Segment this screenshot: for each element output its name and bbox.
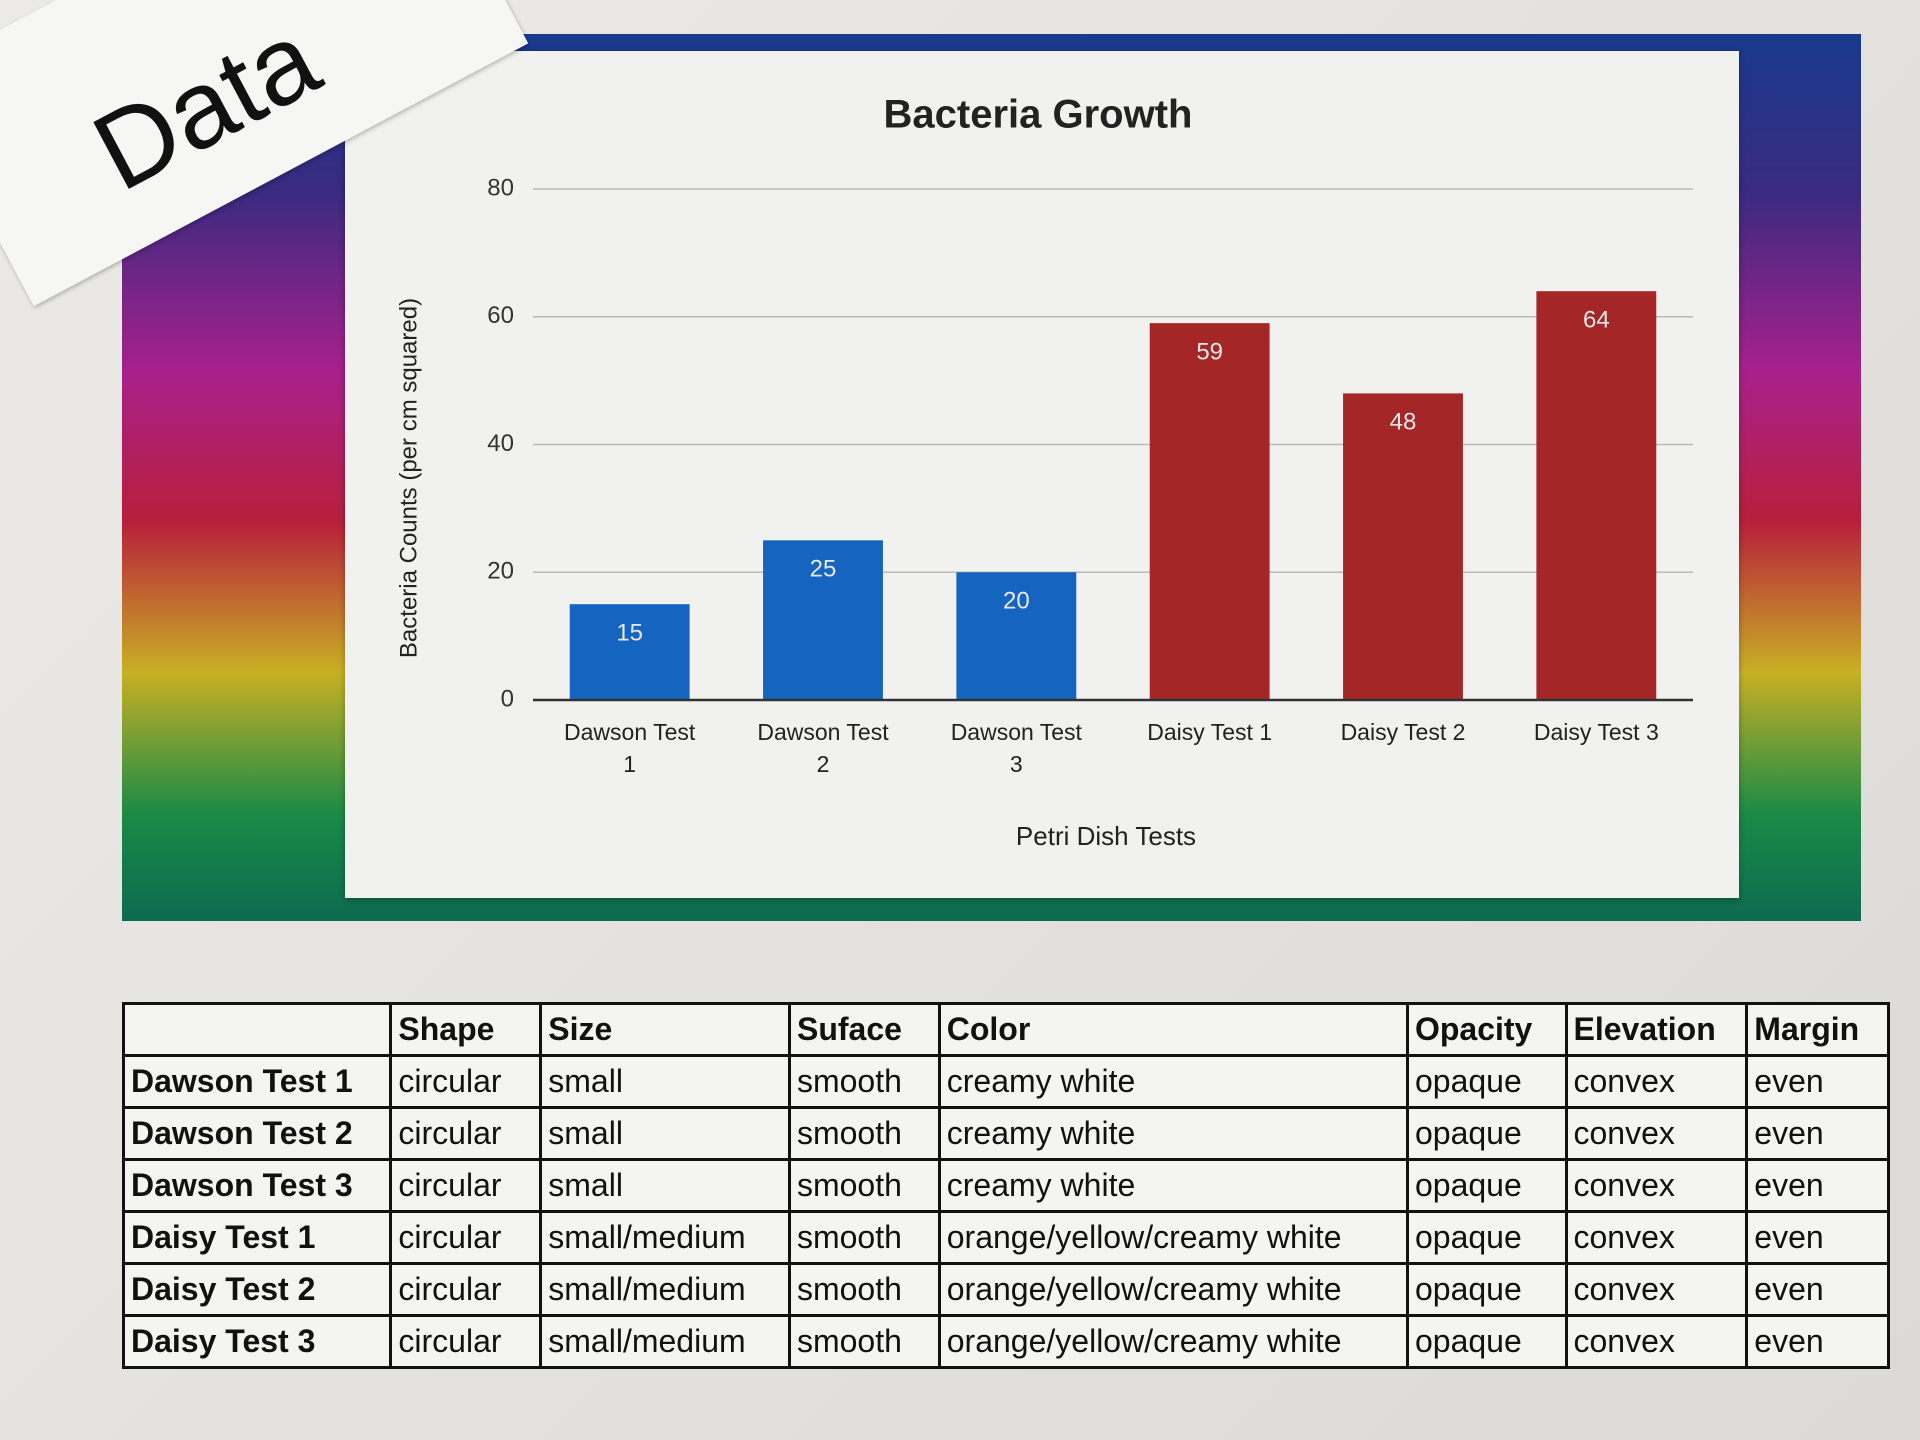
x-tick-label: Dawson Test 3 <box>950 719 1082 777</box>
table-cell: Dawson Test 1 <box>121 1054 393 1109</box>
table-cell: Suface <box>787 1002 941 1057</box>
x-tick-label: Dawson Test 2 <box>757 719 889 777</box>
table-cell: circular <box>389 1314 543 1369</box>
table-cell: Dawson Test 3 <box>121 1158 393 1213</box>
table-cell: opaque <box>1405 1314 1568 1369</box>
table-cell: convex <box>1564 1314 1749 1369</box>
table-cell: small <box>539 1158 791 1213</box>
table-cell: Color <box>937 1002 1409 1057</box>
table-row: Dawson Test 3 circular small smooth creamy w… <box>121 1158 1890 1213</box>
table-cell: Daisy Test 1 <box>121 1210 393 1265</box>
table-cell: smooth <box>787 1106 941 1161</box>
table-cell: even <box>1745 1262 1890 1317</box>
table-cell: Elevation <box>1564 1002 1749 1057</box>
table-cell: convex <box>1564 1210 1749 1265</box>
table-cell: smooth <box>787 1054 941 1109</box>
data-label: 15 <box>616 620 643 647</box>
data-label: 64 <box>1583 307 1610 334</box>
bar <box>1343 393 1463 700</box>
table-cell: Size <box>539 1002 791 1057</box>
table-cell: creamy white <box>937 1054 1409 1109</box>
table-cell: orange/yellow/creamy white <box>937 1210 1409 1265</box>
table-cell: circular <box>389 1106 543 1161</box>
table-cell: creamy white <box>937 1158 1409 1213</box>
x-tick-label: Daisy Test 3 <box>1533 719 1659 745</box>
x-tick-label: Daisy Test 2 <box>1340 719 1466 745</box>
table-cell: smooth <box>787 1158 941 1213</box>
y-tick-label: 80 <box>487 174 514 201</box>
table-cell: orange/yellow/creamy white <box>937 1314 1409 1369</box>
table-cell: even <box>1745 1054 1890 1109</box>
table-cell: small/medium <box>539 1314 791 1369</box>
chart-paper <box>345 51 1739 898</box>
y-tick-label: 20 <box>487 558 514 585</box>
table-cell: even <box>1745 1106 1890 1161</box>
table-cell: small <box>539 1106 791 1161</box>
table-row: Daisy Test 2 circular small/medium smooth or… <box>121 1262 1890 1317</box>
table-cell: circular <box>389 1262 543 1317</box>
table-cell: Shape <box>389 1002 543 1057</box>
table-cell: Opacity <box>1405 1002 1568 1057</box>
bar <box>569 604 690 700</box>
table-cell: even <box>1745 1210 1890 1265</box>
table-cell: even <box>1745 1158 1890 1213</box>
table-cell: small/medium <box>539 1262 791 1317</box>
table-cell: opaque <box>1405 1210 1568 1265</box>
data-label: 25 <box>810 556 837 583</box>
bar <box>1536 291 1657 700</box>
table-cell: convex <box>1564 1054 1749 1109</box>
table-cell: orange/yellow/creamy white <box>937 1262 1409 1317</box>
table-cell: small/medium <box>539 1210 791 1265</box>
table-cell: convex <box>1564 1106 1749 1161</box>
x-tick-label: Dawson Test 1 <box>564 719 696 777</box>
table-cell: smooth <box>787 1314 941 1369</box>
x-tick-label: Daisy Test 1 <box>1147 719 1273 745</box>
table-cell: circular <box>389 1210 543 1265</box>
table-row: Dawson Test 2 circular small smooth creamy w… <box>121 1106 1890 1161</box>
table-cell: Daisy Test 2 <box>121 1262 393 1317</box>
table-cell: convex <box>1564 1158 1749 1213</box>
table-cell: opaque <box>1405 1106 1568 1161</box>
bar <box>1149 323 1270 700</box>
table-cell: even <box>1745 1314 1890 1369</box>
table-cell: Daisy Test 3 <box>121 1314 393 1369</box>
data-label: 20 <box>1003 588 1030 615</box>
y-tick-label: 0 <box>501 685 514 712</box>
table-cell: creamy white <box>937 1106 1409 1161</box>
table-cell: smooth <box>787 1262 941 1317</box>
y-axis-label: Bacteria Counts (per cm squared) <box>395 298 422 658</box>
table-cell: convex <box>1564 1262 1749 1317</box>
table-cell <box>121 1002 393 1057</box>
table-row: Daisy Test 1 circular small/medium smooth or… <box>121 1210 1890 1265</box>
table: Shape Size Suface Color Opacity Elevation Marg… <box>121 1002 1890 1369</box>
table-cell: opaque <box>1405 1262 1568 1317</box>
table-cell: opaque <box>1405 1158 1568 1213</box>
data-label: 48 <box>1390 409 1417 436</box>
table-cell: opaque <box>1405 1054 1568 1109</box>
y-tick-label: 40 <box>487 430 514 457</box>
table-cell: Margin <box>1745 1002 1890 1057</box>
table-cell: Dawson Test 2 <box>121 1106 393 1161</box>
data-label: 59 <box>1196 338 1223 365</box>
bar <box>763 540 883 700</box>
header-row: Shape Size Suface Color Opacity Elevation Marg… <box>121 1002 1890 1057</box>
chart-title: Bacteria Growth <box>884 93 1193 137</box>
table-cell: circular <box>389 1158 543 1213</box>
table-cell: circular <box>389 1054 543 1109</box>
table-cell: small <box>539 1054 791 1109</box>
table-row: Daisy Test 3 circular small/medium smooth or… <box>121 1314 1890 1369</box>
table-cell: smooth <box>787 1210 941 1265</box>
y-tick-label: 60 <box>487 302 514 329</box>
bar <box>956 572 1077 700</box>
x-axis-label: Petri Dish Tests <box>1016 821 1196 851</box>
table-row: Dawson Test 1 circular small smooth creamy w… <box>121 1054 1890 1109</box>
